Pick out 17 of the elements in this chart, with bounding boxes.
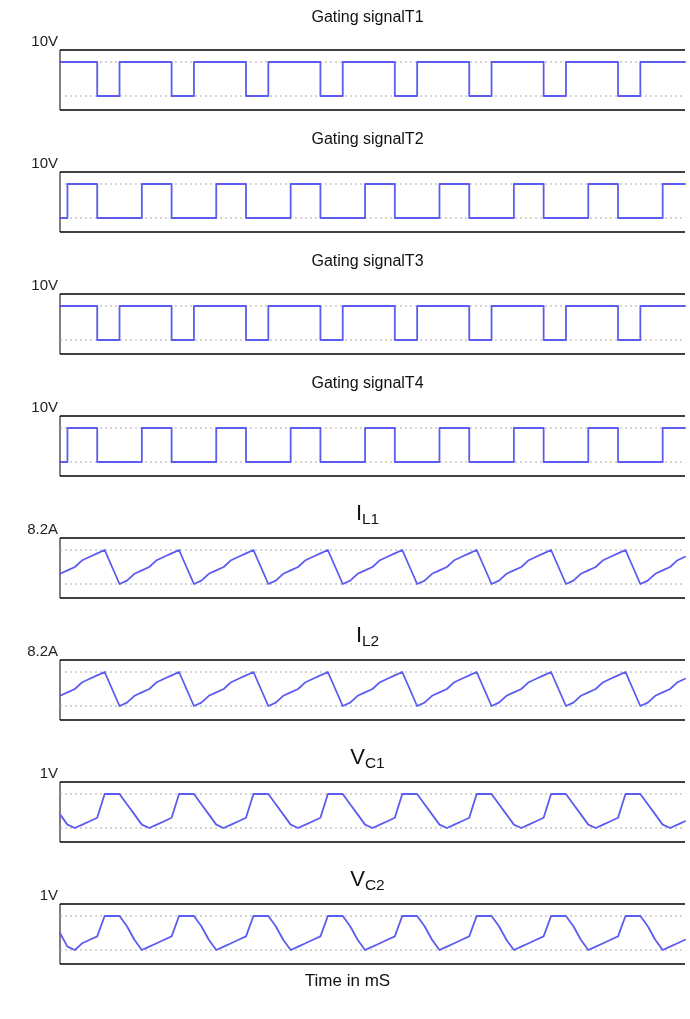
text: 8.2A bbox=[27, 520, 58, 537]
chart-title: Gating signalT4 bbox=[311, 374, 424, 391]
chart-title: Gating signalT1 bbox=[311, 8, 424, 25]
chart-title: I$_{L1}$ bbox=[355, 500, 380, 527]
text: 8.2A bbox=[27, 642, 58, 659]
text: 10V bbox=[31, 276, 58, 293]
chart-title: Gating signalT2 bbox=[311, 130, 424, 147]
chart-title: V$_{C2}$ bbox=[350, 866, 385, 893]
x-axis-title: Time in mS bbox=[304, 971, 391, 990]
chart-title: Gating signalT3 bbox=[311, 252, 424, 269]
chart-title: V$_{C1}$ bbox=[350, 744, 385, 771]
text: 1V bbox=[39, 764, 58, 781]
text: 10V bbox=[31, 398, 58, 415]
chart-title: I$_{L2}$ bbox=[355, 622, 380, 649]
text: 10V bbox=[31, 32, 58, 49]
text: 10V bbox=[31, 154, 58, 171]
text: 1V bbox=[39, 886, 58, 903]
